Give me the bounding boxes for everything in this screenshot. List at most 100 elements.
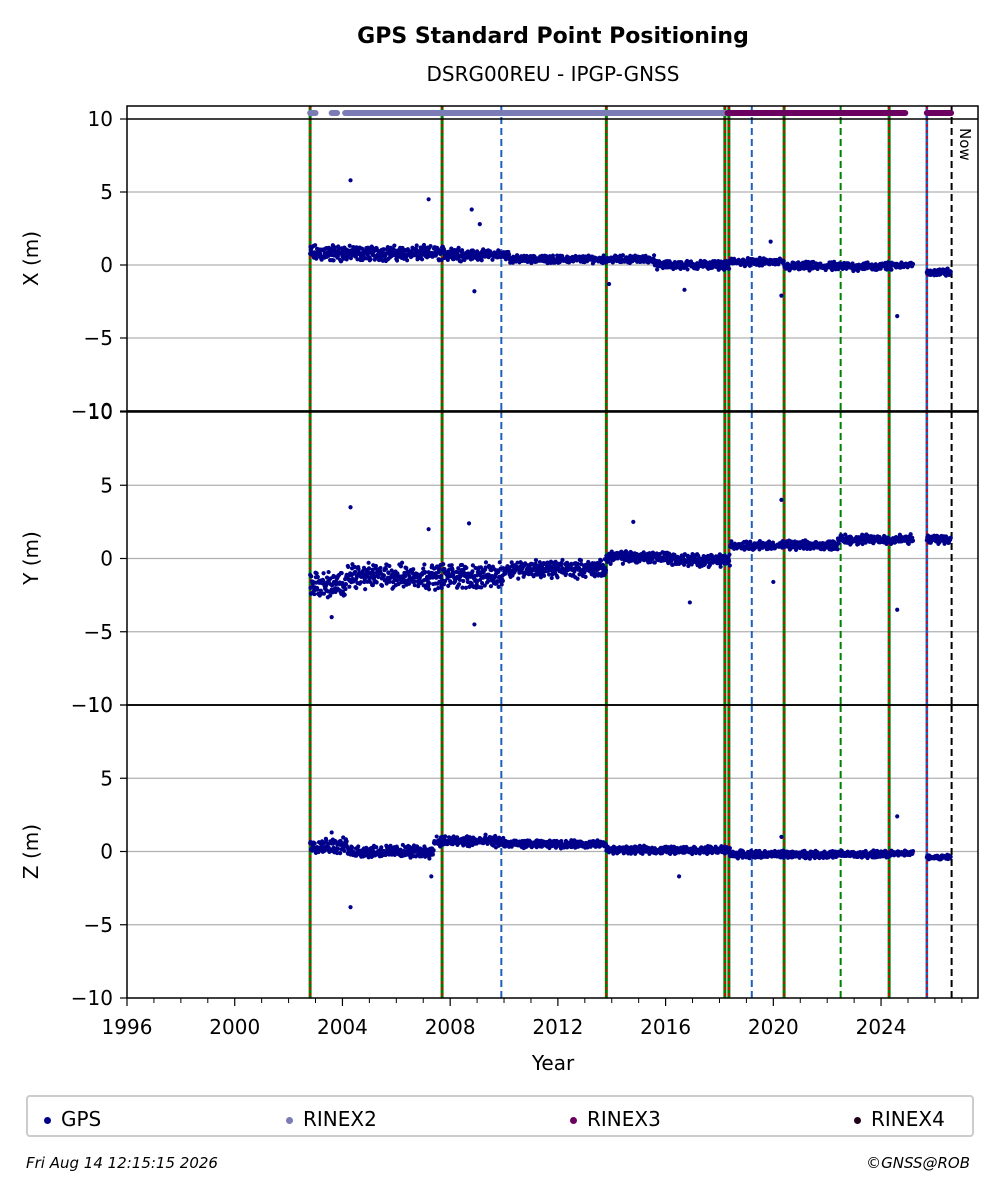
gps-point <box>631 519 636 524</box>
gps-point <box>381 573 387 578</box>
gps-point <box>889 267 894 272</box>
gps-point <box>583 574 588 579</box>
gps-point <box>687 600 692 605</box>
y-tick-label: 5 <box>100 180 113 204</box>
gps-point <box>387 563 392 569</box>
gps-point <box>427 581 432 586</box>
gps-point <box>348 505 353 510</box>
gps-point <box>321 578 326 584</box>
gps-point <box>321 591 327 596</box>
gps-point <box>835 547 840 552</box>
gps-point <box>421 566 426 571</box>
gps-point <box>347 584 352 589</box>
chart-subtitle: DSRG00REU - IPGP-GNSS <box>427 62 680 86</box>
gps-point <box>321 571 326 576</box>
y-tick-label: 10 <box>88 400 113 424</box>
gps-point <box>601 253 606 258</box>
gps-point <box>426 197 431 202</box>
gps-point <box>771 579 776 585</box>
gps-point <box>438 574 444 579</box>
gps-point <box>373 563 379 569</box>
gps-point <box>342 592 347 597</box>
gps-point <box>379 583 385 588</box>
gps-point <box>326 569 331 575</box>
gps-point <box>509 560 514 565</box>
gps-point <box>533 558 539 563</box>
gps-point <box>434 834 439 839</box>
gps-point <box>727 552 732 557</box>
gps-point <box>458 259 464 264</box>
gps-point <box>439 257 444 262</box>
gps-point <box>356 844 361 849</box>
gps-point <box>374 580 379 585</box>
gps-point <box>555 575 560 580</box>
y-tick-label: 5 <box>100 473 113 497</box>
gps-point <box>620 253 626 258</box>
gps-position-chart: GPS Standard Point Positioning DSRG00REU… <box>19 24 979 1075</box>
gps-point <box>472 622 477 627</box>
gps-point <box>312 841 317 846</box>
gps-point <box>443 834 448 839</box>
gps-point <box>948 535 953 540</box>
gps-point <box>895 607 900 612</box>
gps-point <box>368 257 373 262</box>
y-tick-label: 5 <box>100 766 113 790</box>
y-tick-label: 0 <box>100 840 113 864</box>
y-tick-label: −5 <box>84 913 113 937</box>
gps-point <box>358 580 364 585</box>
gps-point <box>366 560 371 565</box>
y-tick-label: 10 <box>88 693 113 717</box>
gps-point <box>314 571 319 576</box>
gps-point <box>445 257 450 262</box>
gps-point <box>439 585 444 591</box>
gps-point <box>781 259 786 264</box>
gps-point <box>329 615 334 620</box>
y-tick-label: 0 <box>100 253 113 277</box>
gps-point <box>461 578 466 584</box>
y-axis-label: Y (m) <box>19 531 43 586</box>
gps-point <box>339 571 344 576</box>
gps-point <box>500 578 505 583</box>
gps-point <box>421 242 427 248</box>
gps-point <box>910 262 916 267</box>
gps-point <box>726 559 732 564</box>
gps-point <box>412 583 417 588</box>
gps-point <box>865 260 870 265</box>
gps-point <box>379 845 384 850</box>
gps-point <box>462 257 467 263</box>
gps-point <box>342 848 347 854</box>
gps-point <box>404 565 409 571</box>
gps-point <box>349 845 355 850</box>
gps-point <box>436 567 442 572</box>
y-tick-label: −5 <box>84 620 113 644</box>
gps-point <box>768 239 773 244</box>
gps-point <box>726 266 732 271</box>
gps-point <box>655 267 660 272</box>
gps-point <box>651 253 657 258</box>
gps-point <box>948 269 953 274</box>
gps-point <box>387 579 392 584</box>
gps-point <box>314 256 319 261</box>
gps-point <box>336 244 341 249</box>
gps-point <box>727 846 732 851</box>
gps-point <box>490 257 495 262</box>
gps-point <box>312 591 317 597</box>
gps-point <box>488 584 494 589</box>
gps-point <box>436 585 441 591</box>
gps-point <box>404 258 410 263</box>
gps-point <box>343 586 348 592</box>
gps-point <box>459 248 465 253</box>
gps-point <box>426 587 432 592</box>
gps-point <box>697 851 702 856</box>
gps-point <box>470 569 475 574</box>
gps-point <box>406 581 412 586</box>
gps-point <box>910 848 916 854</box>
gps-point <box>464 565 469 571</box>
gps-point <box>398 564 404 569</box>
gps-point <box>348 178 353 183</box>
y-tick-label: −10 <box>71 399 113 423</box>
gps-point <box>483 832 488 837</box>
gps-point <box>499 582 504 587</box>
